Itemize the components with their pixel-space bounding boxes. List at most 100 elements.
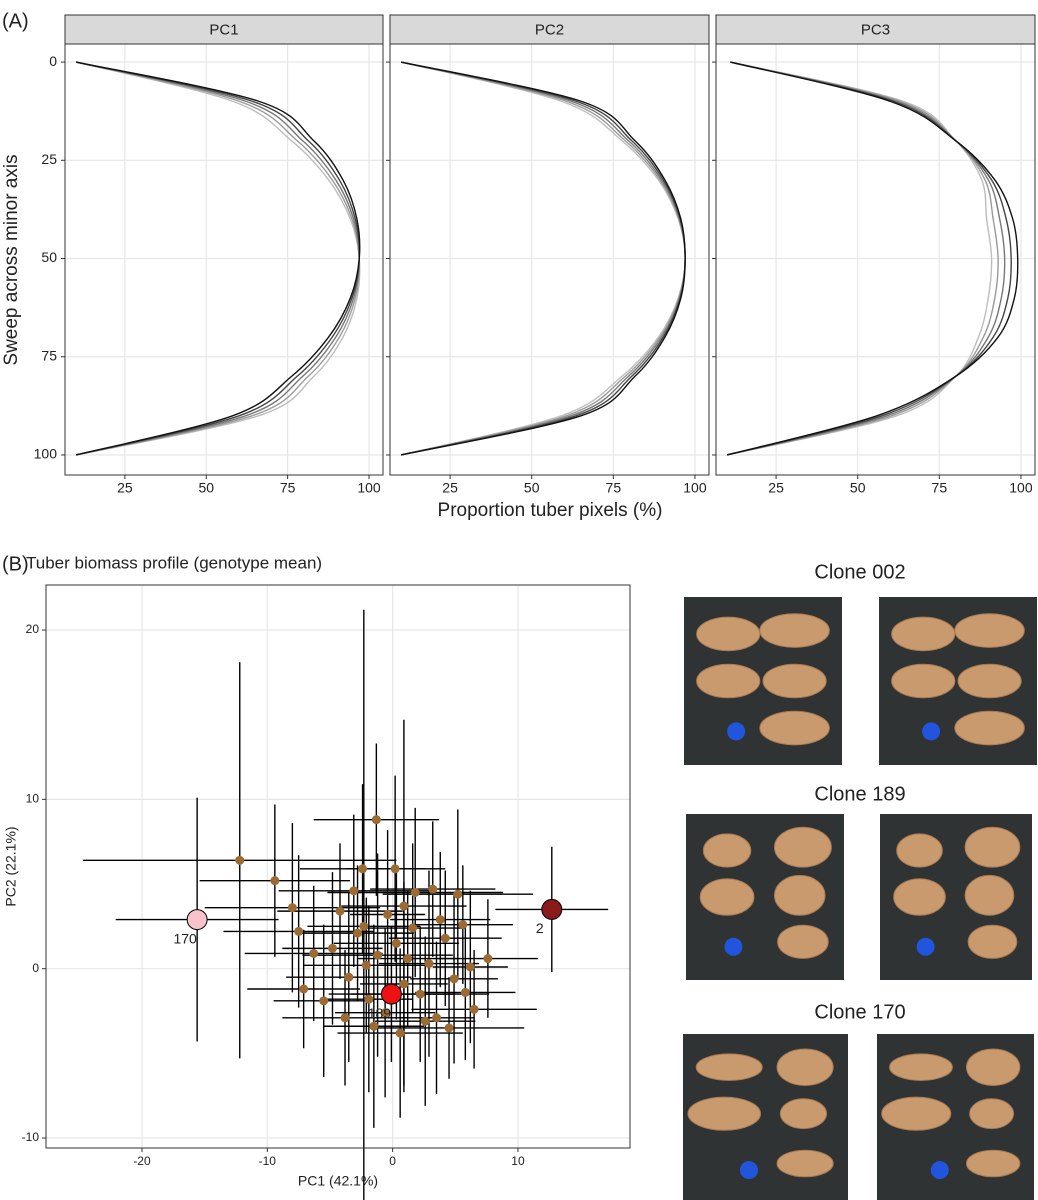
y-tick-label: 50 xyxy=(41,249,57,265)
y-axis-label: Sweep across minor axis xyxy=(1,154,22,365)
tuber xyxy=(695,1053,763,1081)
y-tick-label: -10 xyxy=(22,1130,40,1144)
tuber xyxy=(965,1048,1021,1086)
point xyxy=(428,884,438,894)
point xyxy=(358,864,368,874)
facet-strip xyxy=(64,14,384,45)
point xyxy=(235,855,245,865)
blue-disc xyxy=(724,937,743,956)
tuber xyxy=(954,710,1025,746)
facet-title: PC1 xyxy=(209,21,238,38)
point xyxy=(435,915,445,925)
point xyxy=(424,959,434,969)
y-tick-label: 0 xyxy=(32,961,39,975)
panel-border xyxy=(715,43,1036,476)
point xyxy=(359,921,369,931)
curve xyxy=(726,61,1012,456)
point xyxy=(469,1004,479,1014)
panel-bg xyxy=(390,44,709,475)
point xyxy=(483,954,493,964)
tuber xyxy=(699,878,755,916)
tuber xyxy=(957,663,1022,699)
y-tick-label: 75 xyxy=(41,347,57,363)
panel-border xyxy=(45,584,631,1149)
x-tick-label: 100 xyxy=(357,480,381,496)
tuber xyxy=(696,616,761,652)
point xyxy=(349,886,359,896)
x-tick-label: 100 xyxy=(1009,480,1033,496)
y-tick-label: 25 xyxy=(41,151,57,167)
curve xyxy=(726,61,993,456)
point xyxy=(270,876,280,886)
point xyxy=(460,987,470,997)
y-axis-label: PC2 (22.1%) xyxy=(3,826,19,906)
blue-disc xyxy=(727,722,746,741)
x-tick-label: 50 xyxy=(850,480,866,496)
point xyxy=(383,910,393,920)
point xyxy=(294,926,304,936)
tuber xyxy=(762,663,827,699)
tuber xyxy=(776,1149,834,1178)
x-tick-label: 75 xyxy=(606,480,622,496)
point xyxy=(432,1013,442,1023)
point xyxy=(403,954,413,964)
point xyxy=(420,1016,430,1026)
point xyxy=(369,1021,379,1031)
point xyxy=(364,994,374,1004)
tuber xyxy=(696,663,761,699)
tuber xyxy=(954,613,1025,648)
blue-disc xyxy=(922,722,941,741)
point xyxy=(309,948,319,958)
tuber xyxy=(891,663,956,699)
tuber xyxy=(891,616,956,652)
point xyxy=(390,864,400,874)
point xyxy=(453,889,463,899)
highlight-point xyxy=(380,983,402,1005)
tuber xyxy=(967,924,1018,959)
tuber xyxy=(776,1048,834,1086)
blue-disc xyxy=(930,1161,949,1180)
chart-title: Tuber biomass profile (genotype mean) xyxy=(26,553,322,572)
panel-bg xyxy=(46,585,630,1148)
tuber xyxy=(702,833,752,868)
facet-strip xyxy=(715,14,1036,45)
x-axis-label: Proportion tuber pixels (%) xyxy=(438,500,663,521)
tuber xyxy=(779,1098,828,1130)
curve xyxy=(400,61,686,456)
x-tick-label: 75 xyxy=(932,480,948,496)
tuber xyxy=(893,878,946,916)
y-tick-label: 0 xyxy=(49,53,57,69)
panel-label: (A) xyxy=(2,10,29,32)
highlight-point xyxy=(541,898,563,920)
x-tick-label: -10 xyxy=(259,1154,277,1168)
point-label: 189 xyxy=(368,1005,392,1021)
x-axis-label: PC1 (42.1%) xyxy=(298,1173,378,1189)
point xyxy=(399,979,409,989)
tuber xyxy=(964,826,1021,868)
x-tick-label: 25 xyxy=(117,480,133,496)
tuber xyxy=(881,1096,952,1131)
point xyxy=(410,887,420,897)
blue-disc xyxy=(740,1161,758,1180)
tuber xyxy=(773,826,832,868)
facet-title: PC2 xyxy=(535,21,564,38)
point xyxy=(458,920,468,930)
point xyxy=(340,1013,350,1023)
point-label: 170 xyxy=(173,930,197,946)
x-tick-label: 100 xyxy=(683,480,707,496)
x-tick-label: 10 xyxy=(511,1154,525,1168)
tuber xyxy=(759,613,830,648)
curve xyxy=(726,61,1019,456)
point xyxy=(361,960,371,970)
x-tick-label: 50 xyxy=(524,480,540,496)
point xyxy=(444,1023,454,1033)
y-tick-label: 20 xyxy=(26,622,40,636)
point xyxy=(449,974,459,984)
panel-bg xyxy=(716,44,1035,475)
point xyxy=(287,903,297,913)
y-tick-label: 10 xyxy=(26,792,40,806)
point xyxy=(440,933,450,943)
tuber xyxy=(969,1098,1015,1130)
point xyxy=(391,938,401,948)
